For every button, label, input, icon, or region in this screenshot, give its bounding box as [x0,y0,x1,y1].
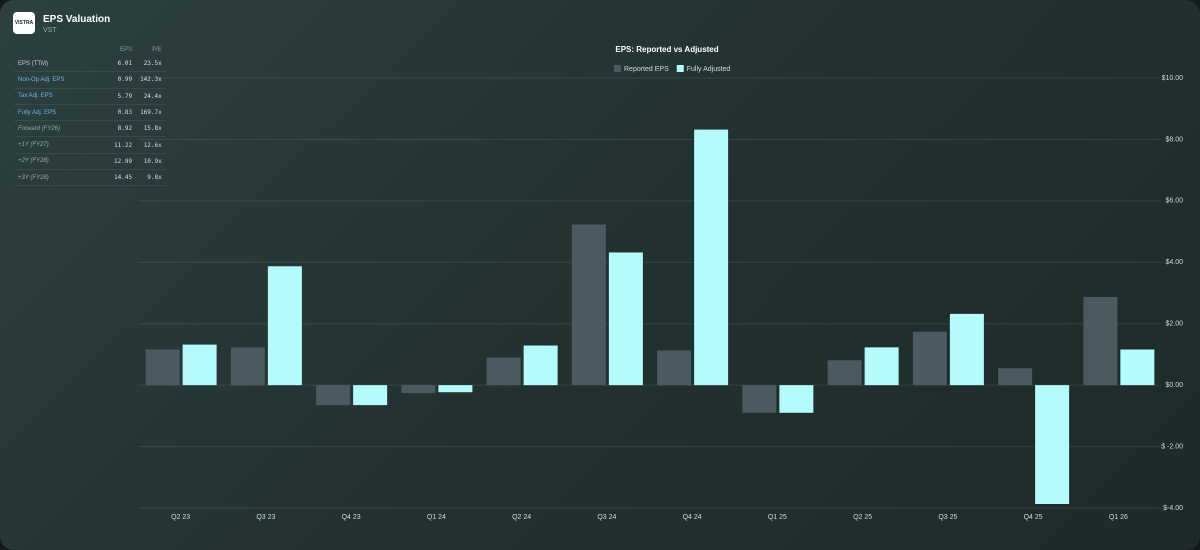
bar [182,344,217,386]
y-tick-label: $ -2.00 [1161,443,1183,450]
legend-swatch [676,65,684,72]
bar [401,385,436,394]
value-cell: 0.99 [110,71,137,89]
y-tick-label: $8.00 [1165,136,1183,143]
bar [779,385,814,413]
label-cell: Tax Adj. EPS [14,88,110,105]
title: EPS Valuation [43,14,111,25]
y-tick-label: $10.00 [1162,75,1184,82]
label-cell: Forward (FY26) [14,120,110,138]
value-cell: 14.45 [110,169,137,187]
table-row: Forward (FY26) 8.92 15.8x [14,120,166,138]
x-tick-label: Q1 25 [767,514,787,521]
bar [742,385,777,413]
legend-swatch [614,65,621,72]
value-cell: 0.83 [110,104,137,122]
value-cell: 5.79 [110,88,137,105]
bar [864,347,899,386]
legend-label: Fully Adjusted [687,66,731,73]
valuation-table: EPS P/E EPS (TTM) 6.01 23.5x Non-Op Adj. EPS 0… [14,44,166,187]
subtitle: VST [43,27,57,34]
y-tick-label: $4.00 [1165,259,1183,266]
value-cell: 169.7x [136,104,166,122]
value-cell: 15.8x [136,120,166,138]
bar [912,331,947,386]
y-tick-label: $-4.00 [1163,505,1183,512]
bar [438,385,473,393]
value-cell: 9.8x [136,169,166,187]
value-cell: 12.99 [110,153,137,171]
label-cell: +3Y (FY28) [14,169,110,187]
chart-title: EPS: Reported vs Adjusted [615,45,718,54]
table-row: Non-Op Adj. EPS 0.99 142.3x [14,71,166,89]
label-cell: +1Y (FY27) [14,136,110,154]
y-tick-label: $6.00 [1165,198,1183,205]
x-tick-label: Q4 24 [682,514,702,521]
bar [523,345,558,386]
x-tick-label: Q2 24 [512,514,532,521]
value-cell: 10.9x [136,153,166,171]
bar [486,357,521,386]
logo: VISTRA [13,12,35,34]
label-cell: EPS (TTM) [14,56,110,73]
table-row: +3Y (FY28) 14.45 9.8x [14,169,166,187]
x-tick-label: Q4 23 [341,514,361,521]
y-tick-label: $0.00 [1165,382,1183,389]
x-tick-label: Q2 23 [171,514,191,521]
y-tick-label: $2.00 [1165,321,1183,328]
header-cell: EPS [120,47,133,53]
bar [230,347,265,386]
bar [949,313,984,386]
legend-label: Reported EPS [624,66,669,73]
bar [827,360,862,386]
x-tick-label: Q4 25 [1023,514,1043,521]
x-tick-label: Q2 25 [853,514,873,521]
table-row: Fully Adj. EPS 0.83 169.7x [14,104,166,122]
table-row: +2Y (FY28) 12.99 10.9x [14,153,166,171]
table-row: +1Y (FY27) 11.22 12.6x [14,136,166,154]
bar [608,252,643,386]
bar [145,349,180,386]
bar [316,385,351,406]
bar [571,224,606,386]
table-row: Tax Adj. EPS 5.79 24.4x [14,88,166,105]
bar [657,350,692,386]
value-cell: 8.92 [110,120,137,138]
x-tick-label: Q3 25 [938,514,958,521]
x-tick-label: Q3 24 [597,514,617,521]
table-row: EPS (TTM) 6.01 23.5x [14,56,166,73]
value-cell: 24.4x [136,88,166,105]
value-cell: 12.6x [136,136,166,154]
value-cell: 11.22 [110,136,137,154]
value-cell: 23.5x [136,56,166,73]
value-cell: 142.3x [136,71,166,89]
value-cell: 6.01 [110,56,137,73]
header-cell: P/E [152,47,162,53]
bar [694,129,729,386]
label-cell: +2Y (FY28) [14,153,110,171]
label-cell: Fully Adj. EPS [14,104,110,122]
bar [1035,385,1070,505]
x-tick-label: Q1 24 [426,514,446,521]
bar [1083,296,1118,386]
bar [267,266,302,386]
x-tick-label: Q1 26 [1108,514,1128,521]
x-tick-label: Q3 23 [256,514,276,521]
table-header: EPS P/E [14,44,166,56]
label-cell: Non-Op Adj. EPS [14,71,110,89]
bar [998,368,1033,386]
bar [1120,349,1155,386]
bar [353,385,388,406]
